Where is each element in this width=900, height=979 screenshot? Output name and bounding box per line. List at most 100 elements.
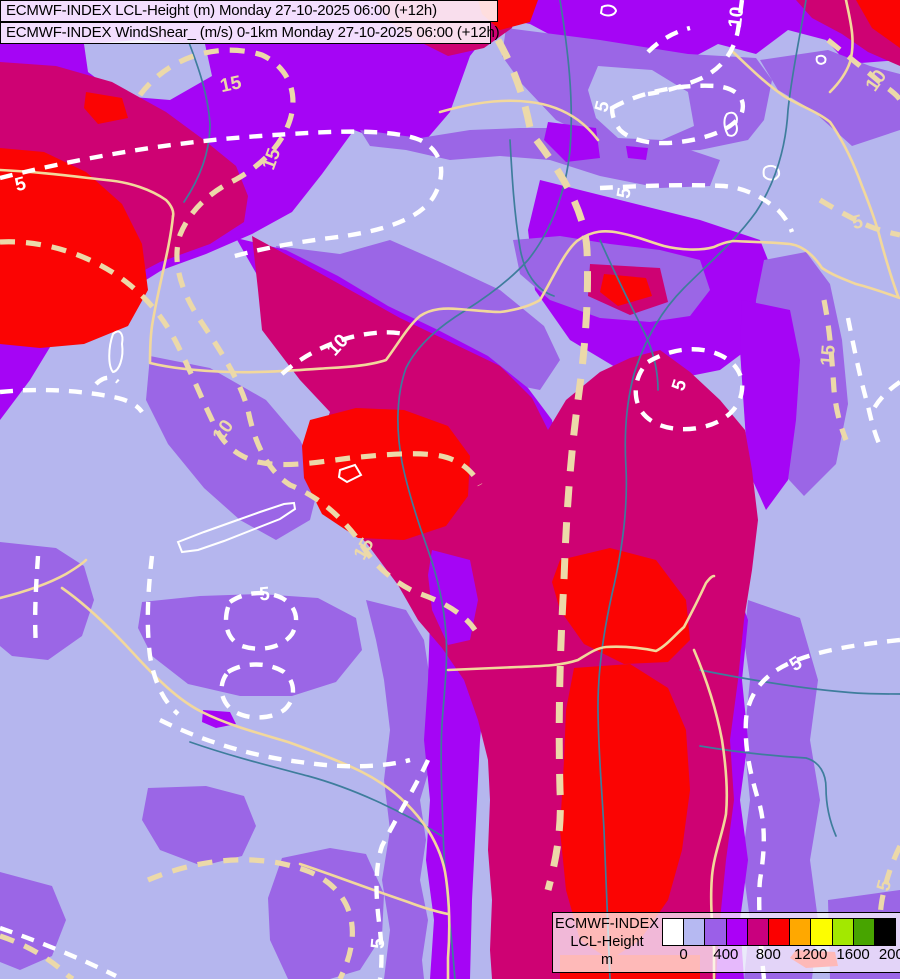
river-tisza [597, 0, 807, 979]
border-south-east [446, 574, 716, 672]
white-contour-label-5: 5 [613, 186, 636, 200]
region-red-blob-ne [600, 274, 652, 306]
legend-swatch-1800-2000 [874, 918, 897, 946]
region-red-core-south [560, 664, 690, 960]
white-contour-label-5: 5 [258, 584, 271, 606]
cream-contour-label-15: 15 [817, 344, 840, 367]
border-hu-south [60, 586, 451, 979]
white-contour-left-mid [0, 387, 144, 414]
river-morava [183, 39, 211, 203]
river-danube [397, 0, 573, 979]
lake-small-ne2 [762, 165, 781, 181]
region-purple-bl4 [268, 848, 384, 979]
white-contour-5-br [743, 637, 900, 979]
rivers [183, 0, 900, 979]
region-violet-right-sliver [740, 300, 800, 510]
border-hr-rs [298, 862, 450, 916]
legend-tick-0: 0 [679, 946, 688, 963]
legend-tick-1200: 1200 [794, 946, 828, 963]
region-red-core-mid [552, 548, 690, 664]
cream-contour-bl-arc [146, 857, 355, 979]
white-contour-r-mid2 [870, 380, 900, 414]
legend-ticks: 0 400 800 1200 1600 2000 [553, 946, 900, 970]
lake-balaton [176, 501, 297, 554]
region-purple-bl3 [142, 786, 256, 866]
legend-swatch-600-800 [747, 918, 769, 946]
white-contour-5-loop-bl1 [223, 590, 299, 651]
white-contour-5-bc [374, 759, 430, 979]
cream-contour-5-br [877, 844, 900, 929]
region-red-topleft [0, 148, 148, 348]
legend-tick-400: 400 [713, 946, 739, 963]
white-contour-r-mid1 [845, 317, 884, 451]
region-purple-bl2 [138, 594, 362, 696]
white-contour-bl-arc [159, 718, 411, 769]
region-red-core-center [302, 408, 470, 540]
river-ne [599, 239, 659, 391]
legend-swatch-1400-1600 [832, 918, 854, 946]
cream-contour-10-tr [826, 37, 900, 102]
legend-swatch-400-600 [726, 918, 748, 946]
legend-swatch-below-0 [662, 918, 685, 946]
region-violet-top [0, 0, 900, 420]
river-vah [509, 139, 555, 297]
legend-swatch-row [662, 918, 897, 946]
border-sk-north [438, 99, 600, 142]
white-contour-label-5: 5 [368, 937, 390, 950]
legend-swatch-200-400 [705, 918, 727, 946]
white-contour-5-loop-rc [633, 347, 745, 432]
region-violet-bit2 [626, 146, 648, 160]
lake-neusiedl [108, 330, 124, 374]
legend-swatch-0-200 [684, 918, 706, 946]
legend-swatch-1600-1800 [853, 918, 875, 946]
white-contour-left-hook [94, 375, 120, 386]
cream-contour-bl-corner [0, 933, 75, 979]
lake-small-tr [815, 54, 827, 65]
contours-cream [0, 37, 900, 979]
cream-contour-5-r [818, 197, 900, 238]
legend-tick-1600: 1600 [836, 946, 870, 963]
region-purple-cs [254, 442, 316, 498]
region-purple-bottomcenter-strip [366, 600, 432, 979]
river-se1 [699, 669, 900, 695]
legend-title-line1: ECMWF-INDEX [555, 916, 659, 932]
lake-small-center [337, 463, 363, 484]
title-bar-windshear: ECMWF-INDEX WindShear_ (m/s) 0-1km Monda… [0, 22, 500, 44]
border-sk-east [731, 50, 900, 298]
legend-text-block: ECMWF-INDEX LCL-Height m [553, 915, 661, 969]
cream-contour-15-r [821, 299, 849, 441]
region-purple-basin-band [360, 128, 720, 188]
legend-tick-2000: 2000 [878, 946, 900, 963]
title-bar-lcl: ECMWF-INDEX LCL-Height (m) Monday 27-10-… [0, 0, 498, 22]
legend-tick-800: 800 [755, 946, 781, 963]
legend-swatch-800-1000 [768, 918, 791, 946]
border-at-cz [0, 168, 175, 218]
cream-contour-center-vertical [494, 38, 592, 891]
white-contour-5-line-top [599, 182, 795, 233]
region-purple-central [276, 240, 560, 390]
white-contour-5-loop-bl2 [219, 662, 296, 720]
region-purple-strip-w [146, 356, 320, 540]
lake-small-top [599, 4, 618, 17]
border-sw-spur [0, 558, 88, 600]
white-contour-bl-v2 [145, 555, 180, 716]
region-purple-topright [760, 50, 900, 146]
legend-swatch-1000-1200 [790, 918, 812, 946]
region-violet-bit1 [544, 122, 600, 162]
white-contour-10-center [280, 330, 405, 376]
legend-box: ECMWF-INDEX LCL-Height m 0 400 800 1200 1600… [552, 912, 900, 973]
white-contour-label-10: 10 [725, 6, 748, 30]
title-lcl-text: ECMWF-INDEX LCL-Height (m) Monday 27-10-… [6, 2, 437, 19]
white-contour-tr-arc [646, 25, 691, 54]
legend-title-line2: LCL-Height [570, 934, 644, 950]
river-drava [189, 741, 443, 837]
river-se2 [699, 745, 837, 837]
border-main-west-east [148, 214, 900, 374]
region-red-dot-tl [84, 92, 128, 124]
